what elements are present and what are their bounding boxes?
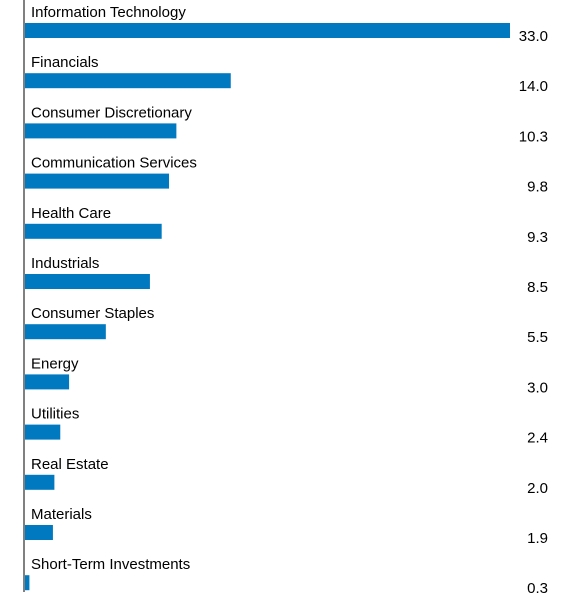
bar [25, 374, 70, 390]
bar [25, 223, 162, 239]
category-label: Energy [31, 355, 79, 372]
category-label: Communication Services [31, 155, 197, 172]
bar [25, 424, 61, 440]
category-label: Materials [31, 506, 92, 523]
category-label: Information Technology [31, 4, 186, 21]
category-label: Utilities [31, 406, 79, 423]
value-label: 14.0 [519, 78, 548, 95]
category-label: Health Care [31, 205, 111, 222]
value-label: 33.0 [519, 28, 548, 45]
value-label: 9.8 [527, 179, 548, 196]
bar [25, 123, 177, 139]
category-label: Industrials [31, 255, 99, 272]
category-label: Short-Term Investments [31, 556, 190, 573]
value-label: 0.3 [527, 580, 548, 597]
value-label: 2.4 [527, 430, 548, 447]
value-label: 9.3 [527, 229, 548, 246]
category-label: Real Estate [31, 456, 109, 473]
value-label: 2.0 [527, 480, 548, 497]
bar [25, 575, 30, 591]
category-label: Consumer Staples [31, 305, 154, 322]
bar [25, 474, 55, 490]
value-label: 1.9 [527, 530, 548, 547]
value-label: 3.0 [527, 379, 548, 396]
value-label: 5.5 [527, 329, 548, 346]
value-label: 8.5 [527, 279, 548, 296]
bar [25, 73, 231, 89]
category-label: Financials [31, 54, 99, 71]
value-label: 10.3 [519, 128, 548, 145]
bar [25, 173, 170, 189]
bar [25, 23, 510, 38]
bar [25, 525, 53, 540]
bar [25, 274, 150, 289]
bars-group: Information Technology 33.0 Financials 14.0… [25, 4, 548, 597]
category-label: Consumer Discretionary [31, 104, 192, 121]
bar [25, 324, 106, 340]
